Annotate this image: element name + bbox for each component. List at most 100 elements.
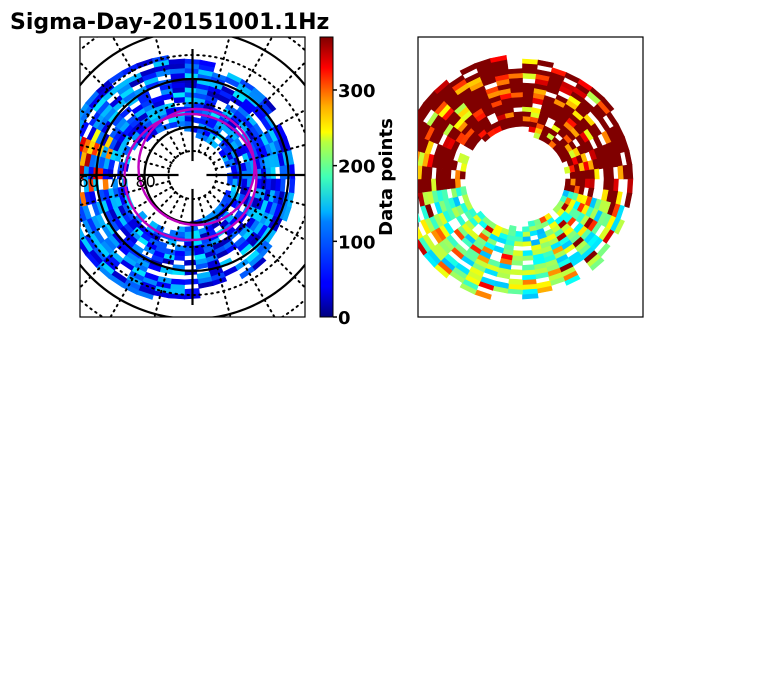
- lat-tick-label: 60: [79, 172, 99, 191]
- heatmap-cell: [403, 163, 409, 179]
- pole-area: [178, 161, 207, 189]
- heatmap-cell: [569, 178, 576, 187]
- dotted-meridian: [111, 37, 182, 156]
- heatmap-cell: [418, 191, 419, 194]
- heatmap-cell: [65, 163, 71, 179]
- heatmap-cell: [184, 121, 193, 128]
- heatmap-cell: [69, 133, 79, 149]
- heatmap-cell: [70, 149, 78, 164]
- heatmap-cell: [148, 220, 159, 230]
- heatmap-cell: [60, 163, 66, 179]
- heatmap-cell: [512, 250, 523, 257]
- heatmap-cell: [408, 193, 416, 208]
- heatmap-cell: [174, 250, 185, 257]
- heatmap-cell: [522, 250, 533, 257]
- heatmap-cell: [398, 163, 404, 179]
- heatmap-cell: [522, 116, 531, 123]
- plot-area: [398, 54, 634, 300]
- heatmap-cell: [527, 220, 536, 227]
- heatmap-cell: [418, 226, 424, 240]
- heatmap-cell: [239, 266, 256, 280]
- heatmap-cell: [559, 154, 568, 163]
- heatmap-cell: [69, 164, 75, 179]
- heatmap-cell: [64, 210, 74, 227]
- heatmap-cell: [459, 170, 466, 180]
- heatmap-cell: [407, 164, 413, 179]
- heatmap-cell: [522, 226, 530, 233]
- heatmap-cell: [514, 230, 523, 237]
- heatmap-cell: [184, 259, 197, 266]
- heatmap-cell: [522, 121, 531, 128]
- heatmap-cell: [522, 240, 532, 247]
- heatmap-cell: [508, 278, 523, 285]
- heatmap-cell: [588, 178, 595, 189]
- colorbar-tick-label: 300: [338, 81, 376, 102]
- heatmap-cell: [574, 178, 581, 187]
- heatmap-cell: [445, 178, 452, 190]
- heatmap-cell: [522, 111, 532, 118]
- heatmap-cell: [80, 164, 81, 167]
- heatmap-cell: [569, 171, 576, 180]
- heatmap-cell: [564, 178, 571, 186]
- dotted-meridian: [203, 194, 276, 317]
- heatmap-cell: [279, 165, 286, 180]
- heatmap-cell: [445, 168, 452, 180]
- heatmap-cell: [418, 212, 421, 223]
- heatmap-cell: [64, 131, 74, 148]
- heatmap-cell: [173, 97, 185, 104]
- heatmap-cell: [80, 118, 81, 121]
- heatmap-cell: [66, 148, 74, 164]
- heatmap-cell: [407, 133, 417, 149]
- heatmap-cell: [138, 210, 148, 221]
- heatmap-cell: [522, 264, 535, 271]
- heatmap-cell: [617, 165, 624, 180]
- heatmap-cell: [418, 164, 419, 167]
- heatmap-cell: [584, 178, 591, 189]
- lat-tick-label: 80: [136, 172, 156, 191]
- heatmap-cell: [80, 237, 81, 240]
- lat-tick-label: 70: [108, 172, 128, 191]
- panel-top-right: [398, 36, 644, 318]
- heatmap-cell: [230, 164, 238, 174]
- heatmap-cell: [184, 230, 193, 237]
- heatmap-cell: [398, 179, 404, 195]
- heatmap-cell: [403, 179, 409, 195]
- heatmap-cell: [461, 154, 470, 165]
- heatmap-cell: [184, 116, 193, 123]
- heatmap-cell: [593, 168, 600, 180]
- heatmap-cell: [184, 226, 192, 233]
- heatmap-cell: [80, 191, 81, 194]
- heatmap-cell: [231, 178, 238, 187]
- heatmap-cell: [460, 186, 468, 196]
- heatmap-cell: [60, 179, 66, 195]
- oval-boundary-poleward: [137, 107, 256, 227]
- figure-title: Sigma-Day-20151001.1Hz: [10, 10, 329, 35]
- oval-boundary-equatorward: [123, 112, 258, 242]
- plot-area: 60 70 80: [60, 37, 305, 317]
- heatmap-cell: [513, 111, 523, 118]
- heatmap-cell: [513, 240, 523, 247]
- heatmap-cell: [65, 179, 71, 195]
- heatmap-cell: [509, 269, 523, 276]
- heatmap-cell: [70, 193, 78, 208]
- dotted-meridian: [109, 194, 182, 317]
- heatmap-cell: [626, 178, 634, 194]
- colorbar-tick-label: 100: [338, 232, 376, 253]
- heatmap-cell: [522, 235, 531, 242]
- colorbar-tick-label: 200: [338, 157, 376, 178]
- colorbar-label: Data points: [376, 118, 397, 236]
- heatmap-cell: [563, 166, 571, 174]
- heatmap-cell: [404, 194, 412, 210]
- heatmap-cell: [514, 235, 523, 242]
- heatmap: [398, 54, 634, 300]
- heatmap-cell: [418, 237, 419, 240]
- heatmap-cell: [588, 169, 595, 180]
- heatmap-cell: [476, 210, 486, 221]
- heatmap-cell: [514, 121, 523, 128]
- heatmap-cell: [512, 101, 523, 108]
- heatmap-cell: [579, 170, 586, 180]
- heatmap-cell: [522, 101, 533, 108]
- heatmap-cell: [454, 178, 461, 189]
- heatmap-cell: [399, 195, 407, 212]
